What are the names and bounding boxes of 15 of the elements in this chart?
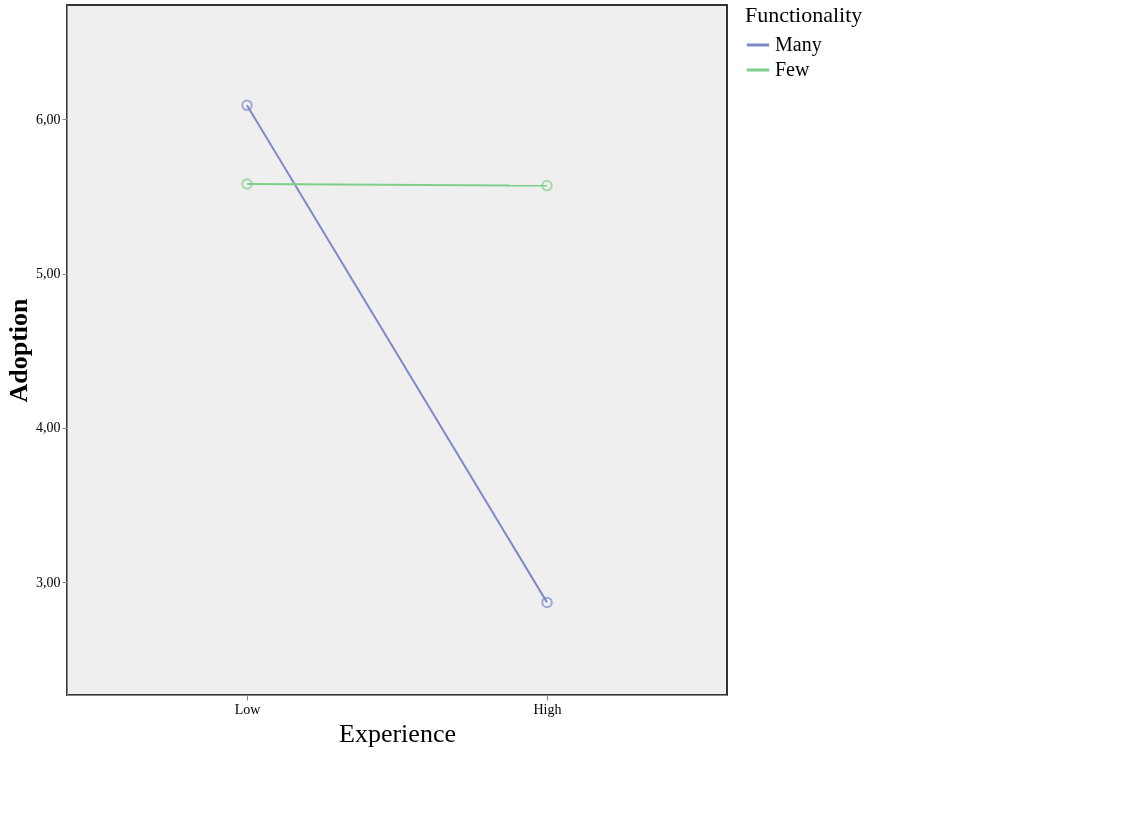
point	[541, 179, 553, 192]
legend-label: Many	[775, 33, 822, 56]
x-tick-label: High	[533, 701, 562, 717]
y-axis-title: Adoption	[4, 297, 33, 403]
y-tick-label: 6,00	[36, 111, 61, 127]
x-axis-title: Experience	[339, 718, 456, 748]
point	[241, 99, 253, 112]
legend-label: Few	[775, 58, 810, 80]
y-tick-label: 3,00	[36, 574, 61, 590]
point	[541, 596, 553, 609]
legend-title: Functionality	[745, 2, 863, 27]
y-tick-label: 4,00	[36, 420, 61, 436]
x-tick-label: Low	[234, 701, 262, 717]
y-tick-label: 5,00	[36, 266, 61, 282]
point	[241, 178, 253, 190]
